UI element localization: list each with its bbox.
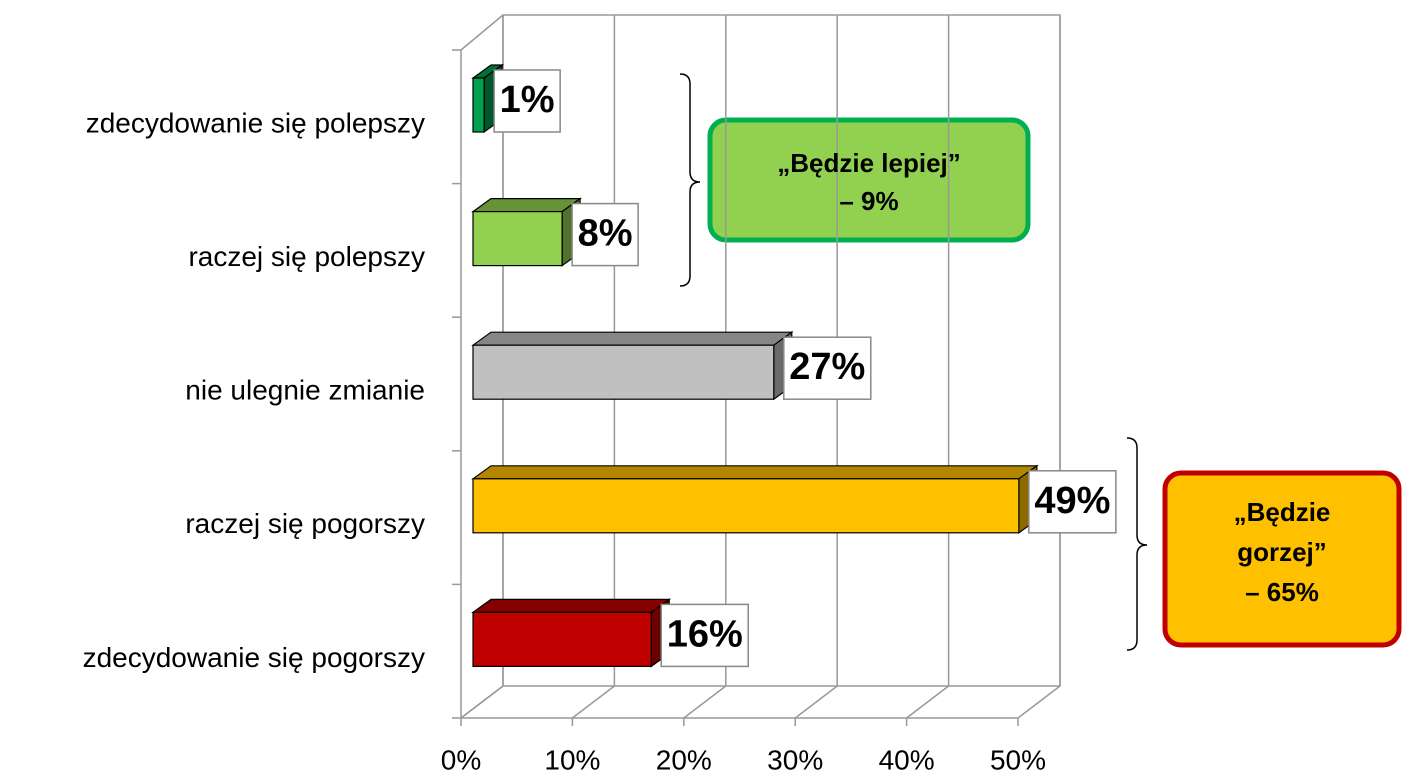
category-label: zdecydowanie się pogorszy bbox=[83, 642, 425, 673]
category-label: nie ulegnie zmianie bbox=[185, 375, 425, 406]
bar bbox=[472, 77, 485, 133]
value-label-box bbox=[571, 202, 639, 267]
value-label: 49% bbox=[1034, 480, 1110, 522]
annotation-text: „Będzie bbox=[1234, 497, 1331, 527]
annotation-text: – 9% bbox=[839, 186, 898, 216]
bar bbox=[472, 211, 563, 267]
value-label: 8% bbox=[578, 213, 633, 255]
bar-top bbox=[471, 331, 794, 346]
brace bbox=[1126, 437, 1148, 651]
bar-top bbox=[471, 465, 1039, 480]
bar bbox=[472, 611, 652, 668]
value-label-box bbox=[1028, 470, 1117, 534]
bar-top bbox=[471, 598, 672, 613]
x-tick-label: 30% bbox=[767, 744, 823, 775]
bar bbox=[472, 344, 775, 400]
x-tick-label: 40% bbox=[879, 744, 935, 775]
category-label: zdecydowanie się polepszy bbox=[86, 107, 425, 138]
grid-line bbox=[794, 685, 838, 719]
value-label: 1% bbox=[500, 79, 555, 121]
value-label-box bbox=[783, 336, 872, 400]
annotation-text: – 65% bbox=[1245, 577, 1319, 607]
category-label: raczej się polepszy bbox=[188, 241, 425, 272]
annotation-text: „Będzie lepiej” bbox=[777, 148, 961, 178]
annotation-box bbox=[707, 117, 1031, 243]
grid-line bbox=[571, 685, 615, 719]
grid-line bbox=[683, 685, 727, 719]
x-tick-label: 50% bbox=[990, 744, 1046, 775]
grid-line bbox=[1017, 685, 1061, 719]
category-label: raczej się pogorszy bbox=[185, 508, 425, 539]
value-label: 27% bbox=[789, 346, 865, 388]
annotation-box bbox=[1162, 470, 1402, 648]
annotation-text: gorzej” bbox=[1237, 537, 1327, 567]
grid-line bbox=[906, 685, 950, 719]
x-tick-label: 10% bbox=[544, 744, 600, 775]
bar bbox=[472, 478, 1020, 534]
value-label-box bbox=[493, 69, 561, 133]
x-tick-label: 20% bbox=[656, 744, 712, 775]
x-tick-label: 0% bbox=[441, 744, 481, 775]
value-label-box bbox=[660, 603, 749, 668]
value-label: 16% bbox=[667, 613, 743, 655]
brace bbox=[679, 73, 701, 287]
grid-line bbox=[460, 685, 504, 719]
